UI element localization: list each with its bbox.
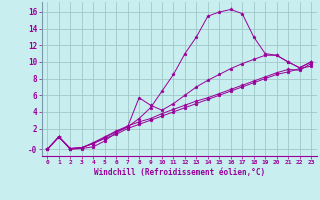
X-axis label: Windchill (Refroidissement éolien,°C): Windchill (Refroidissement éolien,°C) xyxy=(94,168,265,177)
